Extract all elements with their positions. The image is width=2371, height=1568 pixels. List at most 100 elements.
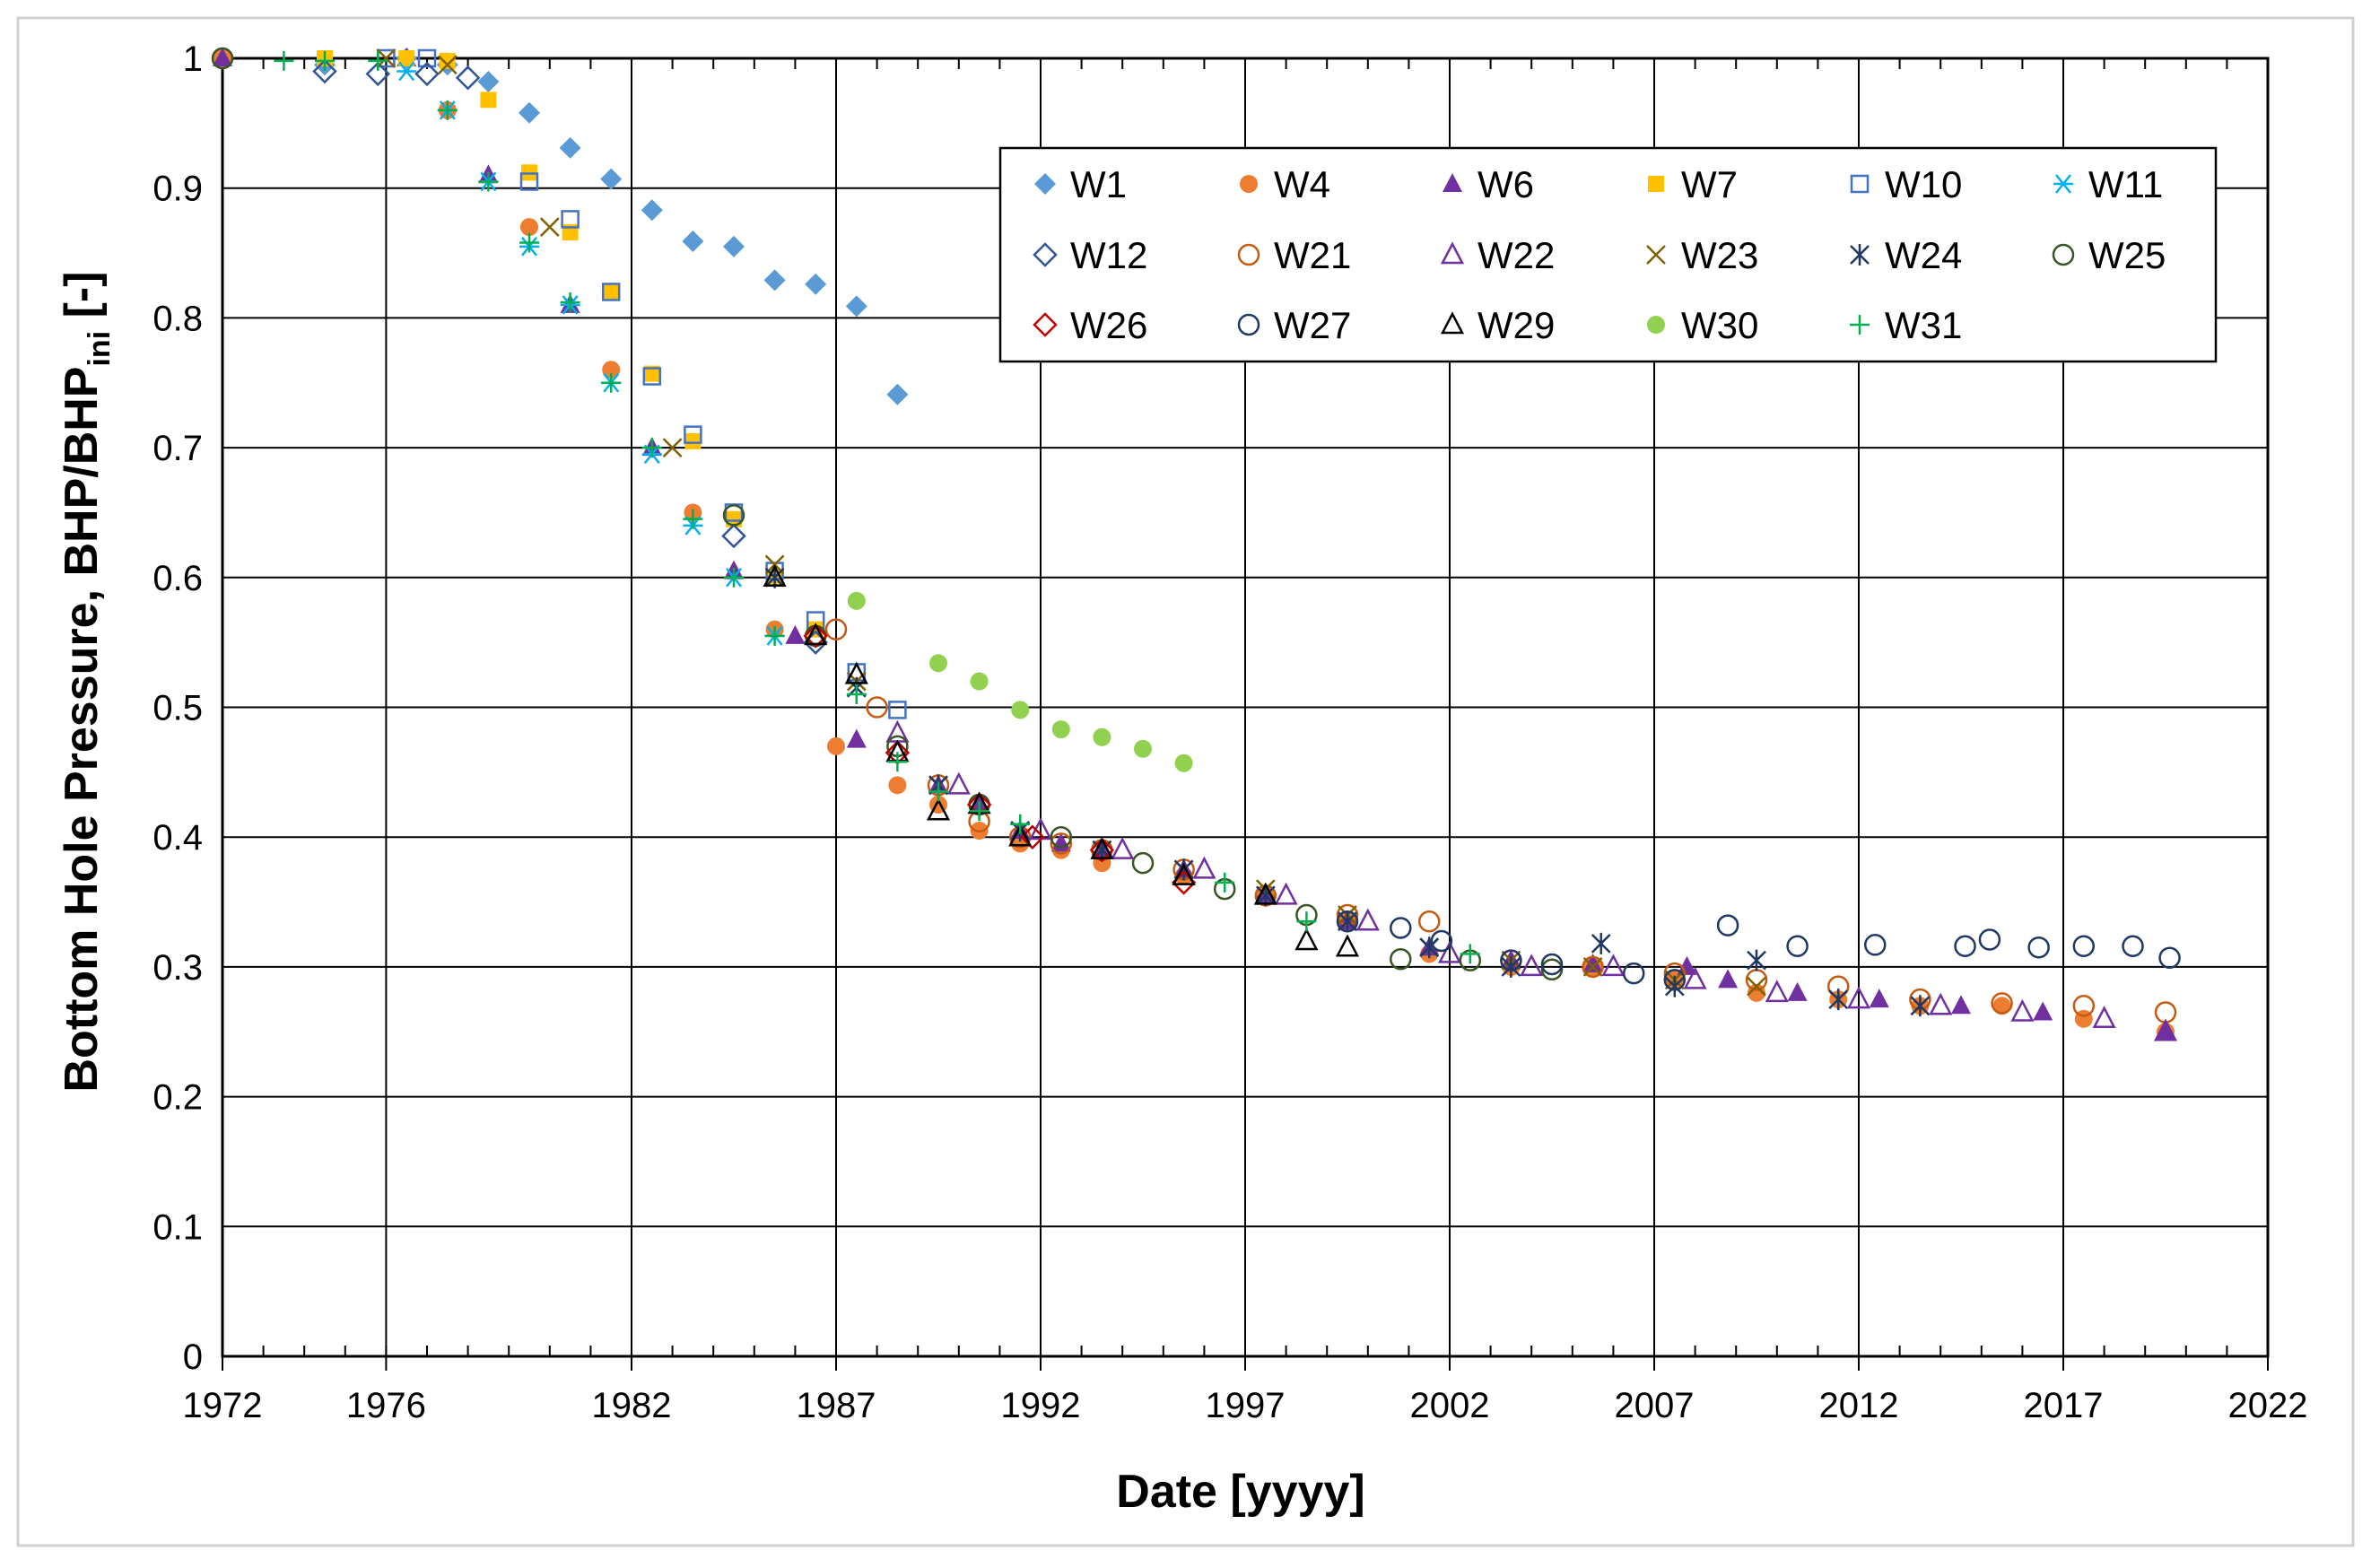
x-tick-label: 2022 <box>2228 1386 2308 1425</box>
legend-item-w10: W10 <box>1850 163 1962 205</box>
data-point-w31 <box>764 625 785 646</box>
data-point-w1 <box>477 71 500 93</box>
data-point-w27 <box>1786 935 1809 957</box>
legend-label-w27: W27 <box>1274 304 1351 346</box>
data-point-w31 <box>478 171 499 192</box>
data-point-w27 <box>1430 929 1453 953</box>
legend-label-w25: W25 <box>2088 234 2166 276</box>
data-point-w6 <box>1951 995 1971 1015</box>
data-point-w1 <box>723 235 745 257</box>
legend-label-w30: W30 <box>1681 304 1758 346</box>
data-point-w10 <box>642 367 662 386</box>
y-axis-title: Bottom Hole Pressure, BHP/BHPini [-] <box>56 271 117 1092</box>
x-tick-label: 1982 <box>592 1386 672 1425</box>
data-point-w10 <box>601 283 621 301</box>
legend-label-w4: W4 <box>1274 163 1330 205</box>
data-point-w1 <box>886 383 909 405</box>
data-point-w6 <box>2156 1021 2175 1041</box>
data-point-w27 <box>1622 962 1645 985</box>
legend-marker-w1 <box>1034 173 1056 195</box>
data-point-w23 <box>539 217 560 237</box>
data-point-w23 <box>1582 957 1603 977</box>
data-point-w12 <box>365 61 391 87</box>
x-tick-label: 1997 <box>1206 1386 1286 1425</box>
data-point-w27 <box>1390 917 1412 939</box>
data-point-w7 <box>684 432 702 449</box>
data-point-w22 <box>1846 986 1871 1009</box>
legend-label-w21: W21 <box>1274 234 1351 276</box>
data-point-w10 <box>888 701 907 719</box>
data-point-w21 <box>1582 955 1604 979</box>
y-tick-label: 0.9 <box>153 170 203 209</box>
legend-label-w24: W24 <box>1885 234 1962 276</box>
data-point-w23 <box>662 438 683 457</box>
data-point-w22 <box>1520 954 1544 977</box>
data-point-w6 <box>785 624 806 644</box>
data-point-w22 <box>1437 940 1462 963</box>
data-point-w30 <box>847 591 866 610</box>
legend-marker-w24 <box>1850 244 1870 266</box>
data-point-w22 <box>946 771 971 795</box>
data-point-w25 <box>722 504 745 527</box>
legend-marker-w31 <box>1850 315 1870 335</box>
y-tick-label: 0.3 <box>153 948 203 988</box>
data-point-w31 <box>1215 872 1235 893</box>
legend-marker-w23 <box>1646 245 1666 265</box>
data-point-w24 <box>1747 949 1766 971</box>
legend-label-w7: W7 <box>1681 163 1738 205</box>
data-point-w4 <box>888 776 907 795</box>
data-point-w27 <box>2027 936 2050 959</box>
x-tick-label: 1976 <box>346 1386 426 1425</box>
data-point-w22 <box>1765 980 1789 1003</box>
data-point-w31 <box>846 684 867 705</box>
data-point-w10 <box>806 611 825 630</box>
data-point-w31 <box>1296 911 1317 932</box>
data-point-w6 <box>2033 1001 2053 1021</box>
legend: W1 W4 W6 W7 W10 W11 W12 W21 W22 W23 W24 W25 W26 W27 W2… <box>998 146 2218 363</box>
outer-border <box>16 16 2355 1547</box>
data-point-w4 <box>827 736 845 755</box>
legend-item-w23: W23 <box>1646 234 1758 276</box>
data-point-w30 <box>970 672 989 691</box>
legend-item-w7: W7 <box>1648 163 1738 205</box>
data-point-w29 <box>926 797 951 821</box>
legend-marker-w10 <box>1850 174 1870 194</box>
data-point-w6 <box>1787 981 1808 1001</box>
data-point-w22 <box>1683 966 1707 989</box>
data-point-w24 <box>1338 910 1357 933</box>
legend-item-w27: W27 <box>1237 304 1351 346</box>
legend-label-w1: W1 <box>1070 163 1127 205</box>
data-point-w1 <box>845 295 867 318</box>
data-point-w12 <box>455 65 481 91</box>
data-point-w7 <box>480 91 497 109</box>
legend-label-w29: W29 <box>1478 304 1555 346</box>
data-point-w27 <box>1716 914 1739 936</box>
data-point-w31 <box>969 801 989 822</box>
data-point-w25 <box>1131 851 1155 875</box>
data-point-w23 <box>376 48 397 68</box>
legend-marker-w25 <box>2052 243 2075 266</box>
data-point-w22 <box>1274 882 1298 905</box>
data-point-w22 <box>2010 998 2035 1022</box>
y-axis-title-subscript: ini <box>83 331 117 367</box>
data-point-w31 <box>683 509 703 529</box>
data-point-w24 <box>1664 975 1685 997</box>
data-point-w21 <box>824 618 848 640</box>
data-point-w27 <box>1540 953 1564 976</box>
x-tick-label: 1992 <box>1001 1386 1081 1425</box>
legend-item-w26: W26 <box>1033 304 1147 346</box>
data-point-w23 <box>437 55 458 75</box>
y-tick-label: 1 <box>183 39 203 79</box>
y-tick-label: 0.8 <box>153 299 203 338</box>
data-point-w10 <box>684 425 702 444</box>
data-point-w30 <box>1134 739 1152 758</box>
data-point-w7 <box>643 365 660 382</box>
data-point-w31 <box>641 438 662 458</box>
data-point-w22 <box>2092 1006 2116 1029</box>
data-point-w31 <box>368 50 388 71</box>
legend-label-w31: W31 <box>1885 304 1962 346</box>
x-axis-title: Date [yyyy] <box>1116 1466 1364 1518</box>
data-point-w27 <box>1663 969 1687 991</box>
